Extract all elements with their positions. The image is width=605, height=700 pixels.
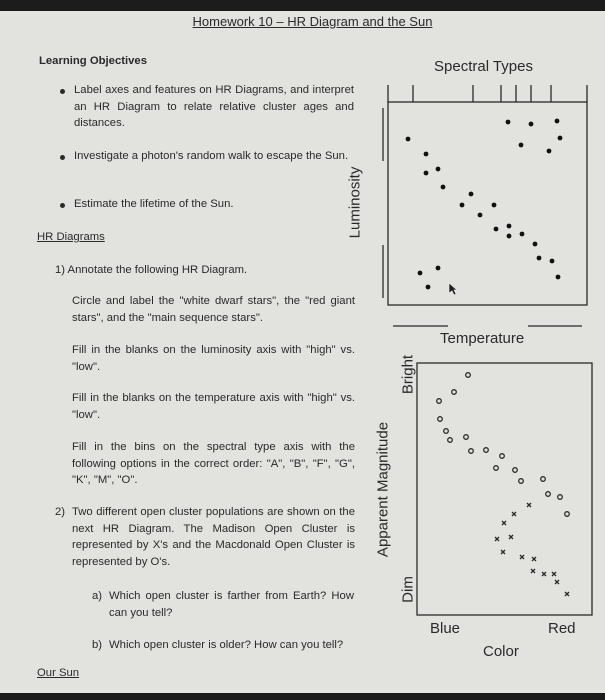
madison-cluster-x-marker [519, 554, 525, 560]
macdonald-cluster-o-marker [518, 478, 524, 484]
macdonald-cluster-o-marker [564, 511, 570, 517]
hr-diagrams-heading: HR Diagrams [37, 231, 105, 243]
star-dot [423, 151, 429, 157]
temperature-label: Temperature [440, 330, 525, 347]
macdonald-cluster-o-marker [540, 476, 546, 482]
hr-diagram-2-frame [416, 362, 593, 616]
star-dot [491, 202, 497, 208]
question-1-part: Fill in the blanks on the temperature ax… [72, 392, 355, 421]
question-2b: Which open cluster is older? How can you… [109, 639, 344, 651]
bullet-icon [60, 203, 65, 208]
question-2a-label: a) [92, 590, 103, 602]
star-dot [555, 274, 561, 280]
star-dot [423, 170, 429, 176]
madison-cluster-x-marker [541, 571, 547, 577]
macdonald-cluster-o-marker [451, 389, 457, 395]
macdonald-cluster-o-marker [499, 453, 505, 459]
star-dot [477, 212, 483, 218]
page-title: Homework 10 – HR Diagram and the Sun [192, 14, 433, 29]
objective-item: Estimate the lifetime of the Sun. [74, 198, 234, 210]
hr-diagram-1-frame [387, 101, 588, 306]
bottom-bezel [0, 693, 605, 700]
blue-label: Blue [430, 620, 461, 637]
star-dot [549, 258, 555, 264]
star-dot [557, 135, 563, 141]
star-dot [506, 233, 512, 239]
star-dot [506, 223, 512, 229]
objective-item: Investigate a photon's random walk to es… [74, 150, 349, 162]
macdonald-cluster-o-marker [465, 372, 471, 378]
star-dot [435, 166, 441, 172]
macdonald-cluster-o-marker [447, 437, 453, 443]
star-dot [519, 231, 525, 237]
star-dot [468, 191, 474, 197]
our-sun-heading: Our Sun [37, 667, 80, 679]
star-dot [536, 255, 542, 261]
madison-cluster-x-marker [564, 591, 570, 597]
star-dot [405, 136, 411, 142]
star-dot [459, 202, 465, 208]
macdonald-cluster-o-marker [436, 398, 442, 404]
star-dot [425, 284, 431, 290]
question-2a: Which open cluster is farther from Earth… [109, 590, 354, 619]
question-2: Two different open cluster populations a… [72, 506, 355, 568]
madison-cluster-x-marker [494, 536, 500, 542]
star-dot [505, 119, 511, 125]
top-bezel [0, 0, 605, 11]
bullet-icon [60, 89, 65, 94]
madison-cluster-x-marker [501, 520, 507, 526]
color-label: Color [483, 643, 519, 660]
spectral-types-label: Spectral Types [434, 58, 533, 75]
macdonald-cluster-o-marker [483, 447, 489, 453]
question-2-number: 2) [55, 506, 66, 518]
bullet-icon [60, 155, 65, 160]
madison-cluster-x-marker [511, 511, 517, 517]
madison-cluster-x-marker [526, 502, 532, 508]
question-1: 1) Annotate the following HR Diagram. [55, 264, 248, 276]
madison-cluster-x-marker [531, 556, 537, 562]
question-2b-label: b) [92, 639, 103, 651]
star-dot [435, 265, 441, 271]
objective-item: Label axes and features on HR Diagrams, … [74, 84, 354, 129]
madison-cluster-x-marker [551, 571, 557, 577]
question-1-part: Fill in the bins on the spectral type ax… [72, 441, 355, 486]
madison-cluster-x-marker [500, 549, 506, 555]
macdonald-cluster-o-marker [545, 491, 551, 497]
star-dot [532, 241, 538, 247]
macdonald-cluster-o-marker [493, 465, 499, 471]
macdonald-cluster-o-marker [463, 434, 469, 440]
madison-cluster-x-marker [554, 579, 560, 585]
macdonald-cluster-o-marker [468, 448, 474, 454]
madison-cluster-x-marker [508, 534, 514, 540]
star-dot [518, 142, 524, 148]
learning-objectives-heading: Learning Objectives [39, 55, 147, 67]
star-dot [440, 184, 446, 190]
star-dot [546, 148, 552, 154]
mouse-cursor-icon [448, 282, 458, 296]
madison-cluster-x-marker [530, 568, 536, 574]
macdonald-cluster-o-marker [443, 428, 449, 434]
question-1-part: Fill in the blanks on the luminosity axi… [72, 344, 355, 373]
star-dot [417, 270, 423, 276]
macdonald-cluster-o-marker [437, 416, 443, 422]
star-dot [554, 118, 560, 124]
star-dot [528, 121, 534, 127]
question-1-part: Circle and label the "white dwarf stars"… [72, 295, 355, 324]
macdonald-cluster-o-marker [512, 467, 518, 473]
star-dot [493, 226, 499, 232]
macdonald-cluster-o-marker [557, 494, 563, 500]
red-label: Red [548, 620, 576, 637]
